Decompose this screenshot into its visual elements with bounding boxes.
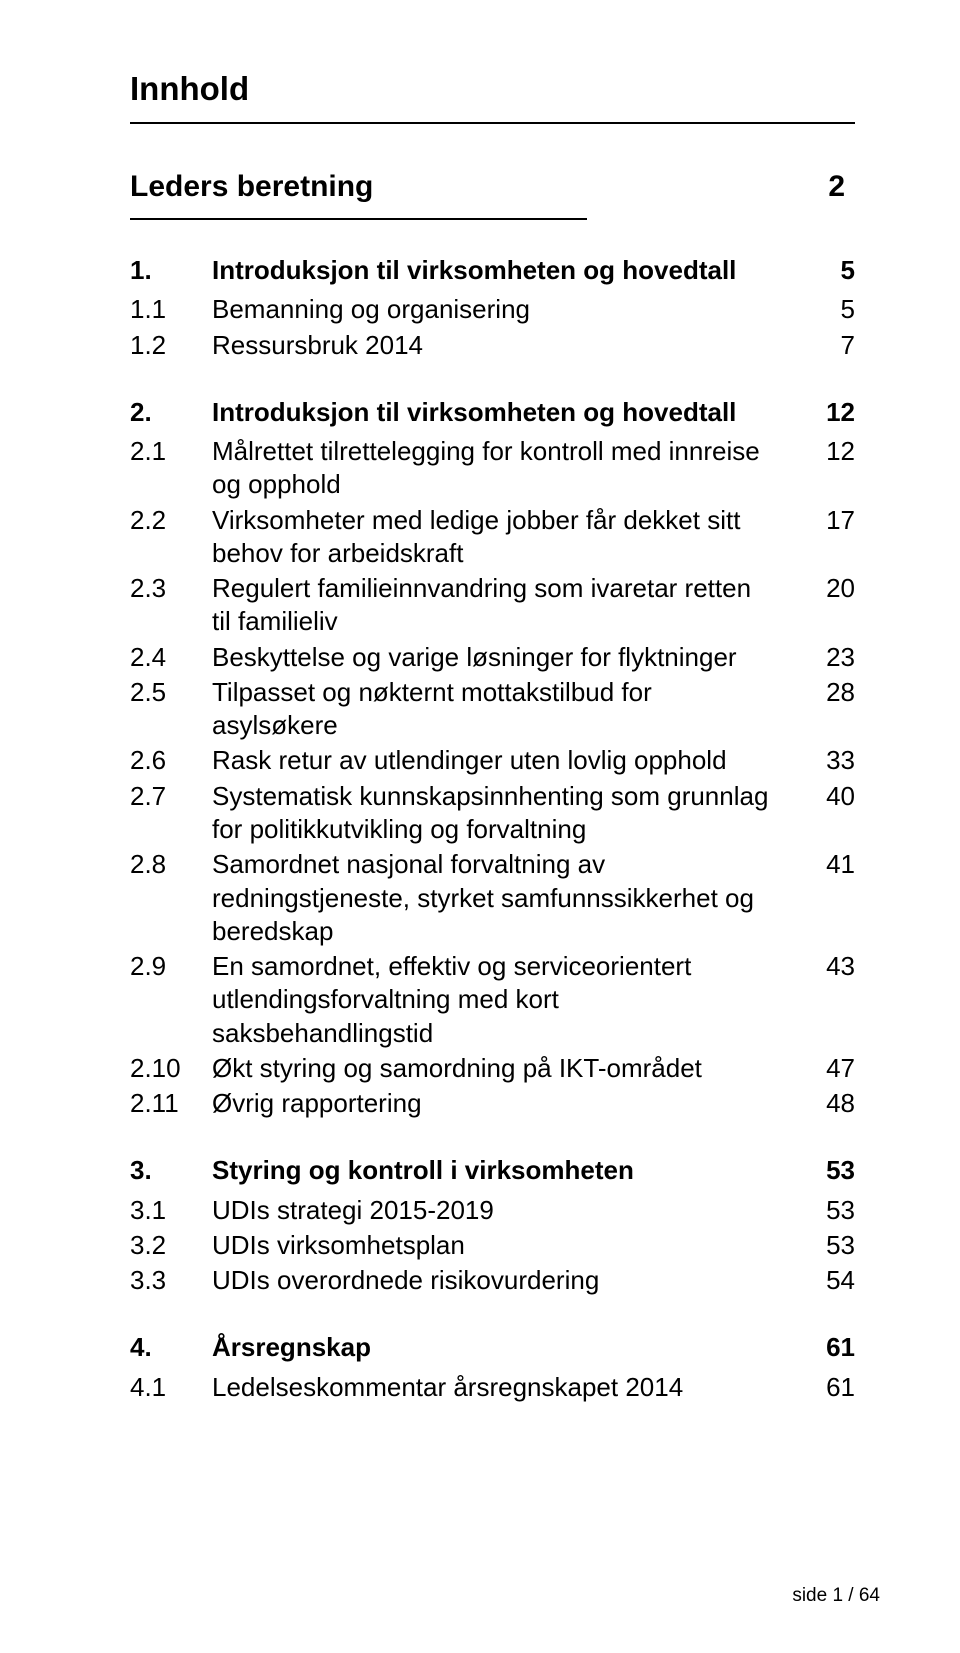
toc-num: 1.1 — [130, 293, 212, 326]
toc-item: 1.1Bemanning og organisering5 — [130, 293, 855, 326]
toc-label: Tilpasset og nøkternt mottakstilbud for … — [212, 676, 805, 743]
toc-section-head: 2.Introduksjon til virksomheten og hoved… — [130, 396, 855, 429]
rule-top — [130, 122, 855, 124]
toc-label: Systematisk kunnskapsinnhenting som grun… — [212, 780, 805, 847]
toc-label: Introduksjon til virksomheten og hovedta… — [212, 396, 805, 429]
toc-num: 4.1 — [130, 1371, 212, 1404]
toc-page: 23 — [805, 641, 855, 674]
toc-label: UDIs overordnede risikovurdering — [212, 1264, 805, 1297]
toc-page: 17 — [805, 504, 855, 537]
toc-page: 53 — [805, 1154, 855, 1187]
toc-section-head: 3.Styring og kontroll i virksomheten53 — [130, 1154, 855, 1187]
toc-page: 28 — [805, 676, 855, 709]
toc-page: 5 — [805, 293, 855, 326]
toc-label: Beskyttelse og varige løsninger for flyk… — [212, 641, 805, 674]
toc-num: 3.3 — [130, 1264, 212, 1297]
toc-page: 61 — [805, 1331, 855, 1364]
toc-num: 3. — [130, 1154, 212, 1187]
toc-item: 3.3UDIs overordnede risikovurdering54 — [130, 1264, 855, 1297]
toc-item: 2.1Målrettet tilrettelegging for kontrol… — [130, 435, 855, 502]
toc-label: Virksomheter med ledige jobber får dekke… — [212, 504, 805, 571]
toc-page: 54 — [805, 1264, 855, 1297]
toc-page: 5 — [805, 254, 855, 287]
toc-num: 3.1 — [130, 1194, 212, 1227]
toc-label: Samordnet nasjonal forvaltning av rednin… — [212, 848, 805, 948]
toc-label: En samordnet, effektiv og serviceoriente… — [212, 950, 805, 1050]
toc-label: UDIs strategi 2015-2019 — [212, 1194, 805, 1227]
toc: 1.Introduksjon til virksomheten og hoved… — [130, 254, 855, 1404]
toc-num: 2.8 — [130, 848, 212, 881]
toc-label: Økt styring og samordning på IKT-området — [212, 1052, 805, 1085]
toc-num: 2.3 — [130, 572, 212, 605]
toc-item: 2.11Øvrig rapportering48 — [130, 1087, 855, 1120]
toc-num: 2.4 — [130, 641, 212, 674]
toc-label: Rask retur av utlendinger uten lovlig op… — [212, 744, 805, 777]
toc-page: 41 — [805, 848, 855, 881]
page-title: Innhold — [130, 70, 855, 108]
toc-page: 40 — [805, 780, 855, 813]
toc-label: Årsregnskap — [212, 1331, 805, 1364]
toc-page: 53 — [805, 1229, 855, 1262]
toc-page: 12 — [805, 396, 855, 429]
toc-item: 3.2UDIs virksomhetsplan53 — [130, 1229, 855, 1262]
toc-label: Regulert familieinnvandring som ivaretar… — [212, 572, 805, 639]
toc-label: UDIs virksomhetsplan — [212, 1229, 805, 1262]
toc-page: 12 — [805, 435, 855, 468]
toc-page: 7 — [805, 329, 855, 362]
toc-item: 2.2Virksomheter med ledige jobber får de… — [130, 504, 855, 571]
toc-label: Introduksjon til virksomheten og hovedta… — [212, 254, 805, 287]
toc-num: 2. — [130, 396, 212, 429]
toc-num: 2.9 — [130, 950, 212, 983]
toc-item: 2.9En samordnet, effektiv og serviceorie… — [130, 950, 855, 1050]
toc-page: 53 — [805, 1194, 855, 1227]
page-footer: side 1 / 64 — [792, 1585, 880, 1607]
toc-num: 4. — [130, 1331, 212, 1364]
toc-num: 2.5 — [130, 676, 212, 709]
toc-item: 2.3Regulert familieinnvandring som ivare… — [130, 572, 855, 639]
toc-num: 2.10 — [130, 1052, 212, 1085]
toc-page: 33 — [805, 744, 855, 777]
leders-page: 2 — [828, 170, 845, 204]
toc-item: 2.10Økt styring og samordning på IKT-omr… — [130, 1052, 855, 1085]
toc-item: 3.1UDIs strategi 2015-201953 — [130, 1194, 855, 1227]
toc-num: 2.2 — [130, 504, 212, 537]
toc-label: Ledelseskommentar årsregnskapet 2014 — [212, 1371, 805, 1404]
toc-item: 2.4Beskyttelse og varige løsninger for f… — [130, 641, 855, 674]
toc-item: 2.6Rask retur av utlendinger uten lovlig… — [130, 744, 855, 777]
toc-num: 1. — [130, 254, 212, 287]
toc-item: 2.7Systematisk kunnskapsinnhenting som g… — [130, 780, 855, 847]
toc-num: 1.2 — [130, 329, 212, 362]
toc-num: 3.2 — [130, 1229, 212, 1262]
toc-item: 2.5Tilpasset og nøkternt mottakstilbud f… — [130, 676, 855, 743]
toc-page: 20 — [805, 572, 855, 605]
toc-page: 48 — [805, 1087, 855, 1120]
toc-num: 2.11 — [130, 1087, 212, 1120]
rule-short — [130, 218, 587, 220]
toc-num: 2.6 — [130, 744, 212, 777]
leders-row: Leders beretning 2 — [130, 170, 855, 204]
toc-page: 43 — [805, 950, 855, 983]
toc-label: Målrettet tilrettelegging for kontroll m… — [212, 435, 805, 502]
toc-label: Bemanning og organisering — [212, 293, 805, 326]
toc-label: Øvrig rapportering — [212, 1087, 805, 1120]
toc-item: 2.8Samordnet nasjonal forvaltning av red… — [130, 848, 855, 948]
toc-item: 1.2Ressursbruk 20147 — [130, 329, 855, 362]
leders-label: Leders beretning — [130, 170, 373, 204]
toc-num: 2.7 — [130, 780, 212, 813]
toc-label: Ressursbruk 2014 — [212, 329, 805, 362]
toc-item: 4.1Ledelseskommentar årsregnskapet 20146… — [130, 1371, 855, 1404]
toc-section-head: 1.Introduksjon til virksomheten og hoved… — [130, 254, 855, 287]
toc-label: Styring og kontroll i virksomheten — [212, 1154, 805, 1187]
toc-section-head: 4.Årsregnskap61 — [130, 1331, 855, 1364]
toc-num: 2.1 — [130, 435, 212, 468]
toc-page: 61 — [805, 1371, 855, 1404]
toc-page: 47 — [805, 1052, 855, 1085]
